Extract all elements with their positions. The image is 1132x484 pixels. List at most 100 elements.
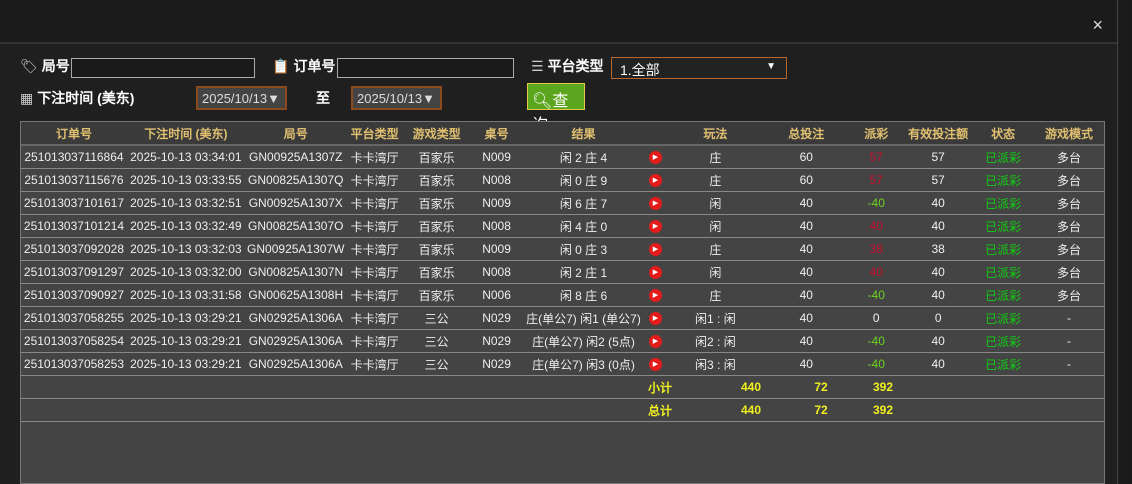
game-type-cell: 百家乐 xyxy=(418,150,455,165)
total-bet-cell: 60 xyxy=(799,173,813,187)
play-replay-icon[interactable]: ▶ xyxy=(648,174,662,188)
bet-time-cell: 2025-10-13 03:31:58 xyxy=(130,288,242,302)
status-cell: 已派彩 xyxy=(985,196,1022,211)
valid-bet-cell: 40 xyxy=(931,357,945,371)
play-type-cell: 庄 xyxy=(709,242,722,257)
bet-time-cell: 2025-10-13 03:32:03 xyxy=(130,242,242,256)
subtotal-payout: 72 xyxy=(814,380,828,394)
payout-cell: 57 xyxy=(869,150,883,164)
order-id-cell: 251013037058253 xyxy=(23,357,124,371)
table-no-cell: N006 xyxy=(482,288,511,302)
result-cell: 闲 0 庄 9 xyxy=(559,173,608,188)
replay-cell: ▶ xyxy=(644,334,666,349)
order-id-cell: 251013037092028 xyxy=(23,242,124,256)
play-type-cell: 庄 xyxy=(709,150,722,165)
total-bet-cell: 40 xyxy=(799,265,813,279)
status-cell: 已派彩 xyxy=(985,150,1022,165)
valid-bet-cell: 40 xyxy=(931,219,945,233)
column-header: 桌号 xyxy=(484,126,509,141)
platform-cell: 卡卡湾厅 xyxy=(350,288,399,303)
play-replay-icon[interactable]: ▶ xyxy=(648,335,662,349)
replay-cell: ▶ xyxy=(644,311,666,326)
replay-cell: ▶ xyxy=(644,219,666,234)
table-row: 251013037092028 2025-10-13 03:32:03 GN0092… xyxy=(21,238,1104,261)
play-type-cell: 闲1 : 闲 xyxy=(695,311,736,326)
play-replay-icon[interactable]: ▶ xyxy=(648,220,662,234)
table-row: 251013037090927 2025-10-13 03:31:58 GN0062… xyxy=(21,284,1104,307)
play-type-cell: 庄 xyxy=(709,173,722,188)
chevron-down-icon: ▼ xyxy=(766,61,776,72)
bet-time-cell: 2025-10-13 03:33:55 xyxy=(130,173,242,187)
round-label-text: 局号 xyxy=(41,58,70,74)
column-header: 平台类型 xyxy=(350,126,399,141)
result-cell: 闲 2 庄 4 xyxy=(559,150,608,165)
play-replay-icon[interactable]: ▶ xyxy=(648,312,662,326)
table-no-cell: N008 xyxy=(482,173,511,187)
total-bet-cell: 40 xyxy=(799,311,813,325)
result-cell: 闲 6 庄 7 xyxy=(559,196,608,211)
play-replay-icon[interactable]: ▶ xyxy=(648,289,662,303)
result-cell: 庄(单公7) 闲2 (5点) xyxy=(532,334,635,349)
status-cell: 已派彩 xyxy=(985,311,1022,326)
platform-cell: 卡卡湾厅 xyxy=(350,150,399,165)
table-body: 251013037116864 2025-10-13 03:34:01 GN0092… xyxy=(21,146,1104,376)
table-no-cell: N009 xyxy=(482,196,511,210)
valid-bet-cell: 38 xyxy=(931,242,945,256)
table-row: 251013037058253 2025-10-13 03:29:21 GN0292… xyxy=(21,353,1104,376)
round-input[interactable] xyxy=(71,58,255,78)
date-to-picker[interactable]: 2025/10/13▼ xyxy=(351,86,442,110)
table-row: 251013037101214 2025-10-13 03:32:49 GN0082… xyxy=(21,215,1104,238)
total-payout: 72 xyxy=(814,403,828,417)
order-id-cell: 251013037115676 xyxy=(24,173,124,187)
game-type-cell: 百家乐 xyxy=(418,242,455,257)
payout-cell: -40 xyxy=(867,357,885,371)
column-header: 派彩 xyxy=(864,126,889,141)
replay-cell: ▶ xyxy=(644,196,666,211)
order-id-cell: 251013037090927 xyxy=(23,288,124,302)
close-button[interactable]: × xyxy=(1092,15,1103,35)
game-mode-cell: 多台 xyxy=(1057,219,1082,234)
order-id-cell: 251013037116864 xyxy=(24,150,124,164)
order-label-text: 订单号 xyxy=(293,58,336,74)
payout-cell: -40 xyxy=(867,196,885,210)
play-replay-icon[interactable]: ▶ xyxy=(648,197,662,211)
play-type-cell: 闲 xyxy=(709,265,722,280)
play-replay-icon[interactable]: ▶ xyxy=(648,358,662,372)
status-cell: 已派彩 xyxy=(985,334,1022,349)
column-header: 总投注 xyxy=(788,126,825,141)
result-cell: 庄(单公7) 闲3 (0点) xyxy=(532,357,635,372)
date-to-value: 2025/10/13 xyxy=(357,91,423,106)
play-type-cell: 闲3 : 闲 xyxy=(695,357,736,372)
column-header: 玩法 xyxy=(703,126,728,141)
table-no-cell: N008 xyxy=(482,265,511,279)
replay-cell: ▶ xyxy=(644,265,666,280)
play-replay-icon[interactable]: ▶ xyxy=(648,151,662,165)
column-header: 订单号 xyxy=(55,126,92,141)
round-id-cell: GN00925A1307X xyxy=(248,196,343,210)
valid-bet-cell: 40 xyxy=(931,288,945,302)
round-id-cell: GN00825A1307N xyxy=(248,265,344,279)
column-header: 局号 xyxy=(283,126,308,141)
play-replay-icon[interactable]: ▶ xyxy=(648,243,662,257)
total-label: 总计 xyxy=(647,403,672,418)
table-no-cell: N029 xyxy=(482,311,511,325)
round-label: 🏷 局号 xyxy=(20,56,70,76)
platform-select-value: 1.全部 xyxy=(620,62,660,78)
table-no-cell: N009 xyxy=(482,150,511,164)
order-id-cell: 251013037091297 xyxy=(23,265,124,279)
column-header: 下注时间 (美东) xyxy=(144,126,228,141)
result-cell: 闲 4 庄 0 xyxy=(559,219,608,234)
total-bet-cell: 40 xyxy=(799,334,813,348)
game-mode-cell: 多台 xyxy=(1057,242,1082,257)
query-button[interactable]: 🔍︎查询 xyxy=(527,83,585,134)
total-row: 总计 440 72 392 xyxy=(21,399,1104,422)
platform-select[interactable]: 1.全部 ▼ xyxy=(611,57,787,79)
order-input[interactable] xyxy=(337,58,514,78)
search-icon: 🔍︎ xyxy=(532,93,553,110)
bet-time-cell: 2025-10-13 03:29:21 xyxy=(130,357,242,371)
platform-label: ☰ 平台类型 xyxy=(531,56,604,76)
play-replay-icon[interactable]: ▶ xyxy=(648,266,662,280)
date-from-picker[interactable]: 2025/10/13▼ xyxy=(196,86,287,110)
chevron-down-icon: ▼ xyxy=(422,91,435,106)
valid-bet-cell: 57 xyxy=(931,173,945,187)
